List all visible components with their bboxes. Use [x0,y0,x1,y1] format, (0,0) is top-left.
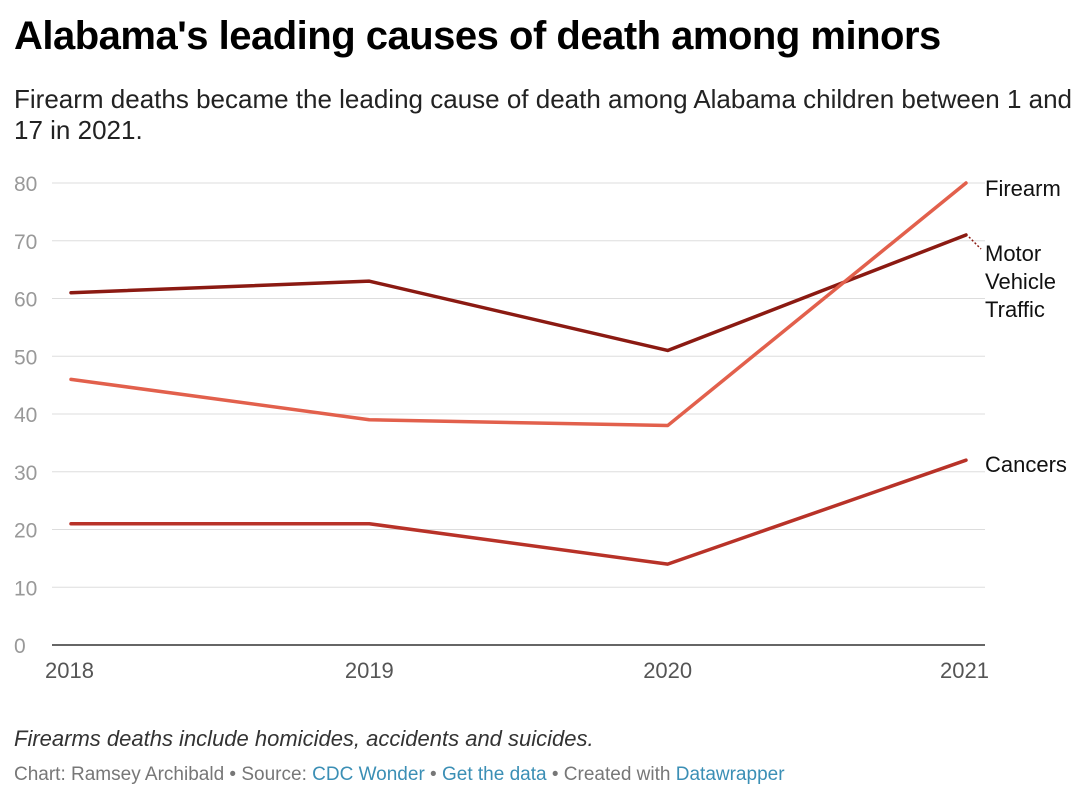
series-line-motor-vehicle-traffic [69,233,968,353]
x-tick-label: 2020 [643,658,692,683]
x-tick-label: 2021 [940,658,989,683]
y-tick-label: 50 [14,346,37,369]
line-chart: 0 10 20 30 40 50 60 70 80 2018 2019 2020 2021 Motor… [14,173,1067,683]
series-label: Traffic [985,297,1045,322]
footer-created-prefix: Created with [563,764,676,785]
chart-subtitle: Firearm deaths became the leading cause … [14,84,1073,145]
chart-title: Alabama's leading causes of death among … [14,14,941,58]
gridlines [52,182,985,646]
series-label: Firearm [985,176,1061,201]
series-labels: Motor Vehicle Traffic Firearm Cancers [968,176,1067,477]
series-label: Cancers [985,452,1067,477]
y-tick-label: 20 [14,520,37,543]
chart-footer: Chart: Ramsey Archibald • Source: CDC Wo… [14,764,785,786]
y-axis-ticks: 0 10 20 30 40 50 60 70 80 [14,173,37,658]
label-leader-line [968,236,982,250]
get-data-link[interactable]: Get the data [442,764,547,785]
y-tick-label: 10 [14,577,37,600]
footer-separator: • [546,764,564,785]
datawrapper-link[interactable]: Datawrapper [675,764,785,785]
series-label: Motor [985,241,1041,266]
y-tick-label: 0 [14,635,26,658]
x-tick-label: 2018 [45,658,94,683]
chart-note: Firearms deaths include homicides, accid… [14,726,594,751]
series-lines [69,181,968,566]
y-tick-label: 30 [14,462,37,485]
x-tick-label: 2019 [345,658,394,683]
x-axis-ticks: 2018 2019 2020 2021 [45,658,989,683]
y-tick-label: 80 [14,173,37,196]
series-line-firearm [69,181,968,428]
series-line-cancers [69,458,968,566]
footer-source-prefix: Source: [241,764,313,785]
footer-separator: • [424,764,442,785]
footer-author: Chart: Ramsey Archibald [14,764,225,785]
footer-separator: • [224,764,242,785]
y-tick-label: 40 [14,404,37,427]
source-link[interactable]: CDC Wonder [312,764,425,785]
y-tick-label: 60 [14,289,37,312]
series-label: Vehicle [985,269,1056,294]
y-tick-label: 70 [14,231,37,254]
